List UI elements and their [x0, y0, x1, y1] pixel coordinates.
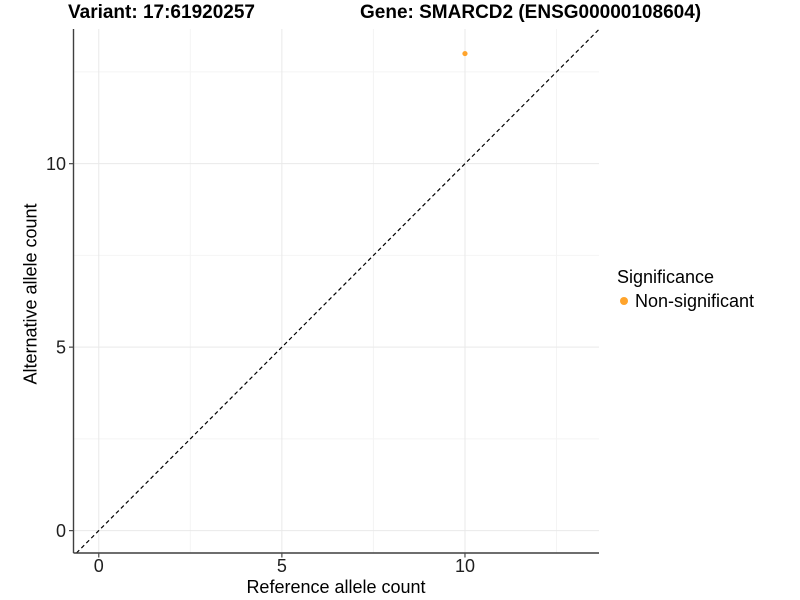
x-axis-title: Reference allele count: [246, 577, 426, 597]
x-tick-label: 10: [455, 556, 475, 576]
legend-point-icon: [620, 297, 628, 305]
legend-item-label: Non-significant: [635, 290, 755, 311]
x-tick-label: 5: [277, 556, 287, 576]
y-tick-label: 5: [56, 338, 66, 358]
plot-title-variant: Variant: 17:61920257: [68, 2, 255, 23]
y-tick-label: 10: [46, 154, 66, 174]
y-tick-label: 0: [56, 521, 66, 541]
x-tick-label: 0: [94, 556, 104, 576]
identity-dashed-line: [76, 28, 600, 554]
legend-item: Non-significant: [615, 289, 754, 313]
data-point: [462, 50, 468, 57]
legend: Significance Non-significant: [615, 266, 754, 313]
y-axis-title: Alternative allele count: [20, 203, 41, 385]
legend-title: Significance: [617, 267, 715, 287]
plot-title-gene: Gene: SMARCD2 (ENSG00000108604): [360, 2, 702, 23]
